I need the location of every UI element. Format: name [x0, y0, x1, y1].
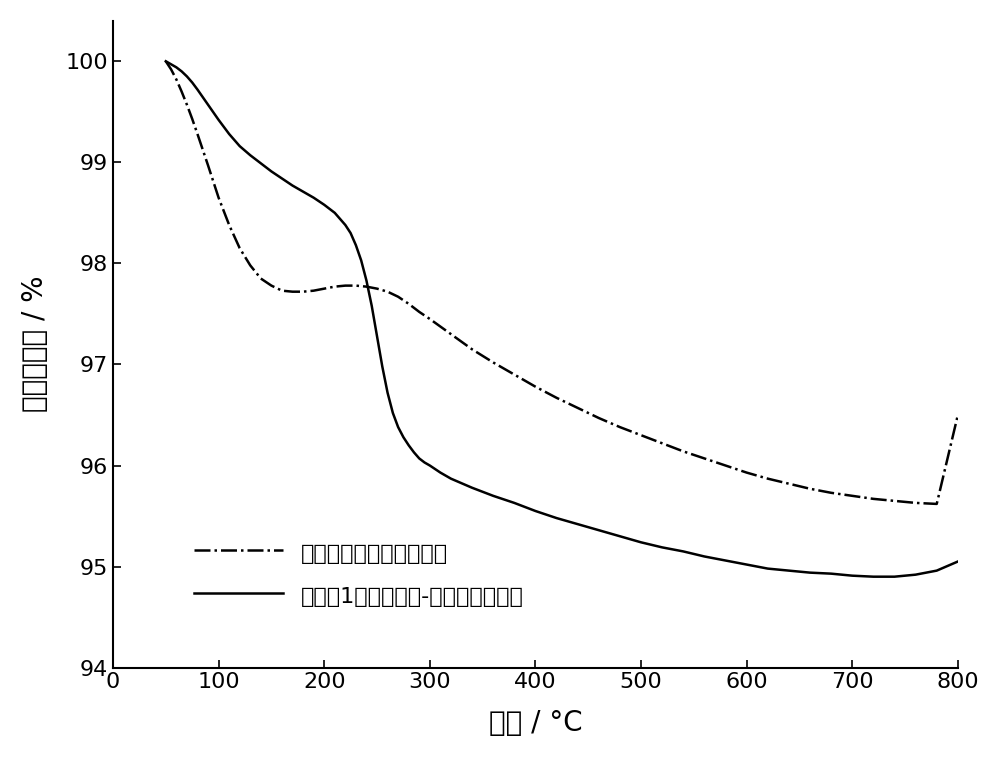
- Line: 实施例1所制备有机-无机杂化催化剂: 实施例1所制备有机-无机杂化催化剂: [166, 61, 958, 577]
- 二氧化钛负载的钌催化剂: [445, 330, 457, 339]
- 二氧化钛负载的钌催化剂: [160, 57, 172, 66]
- X-axis label: 温度 / °C: 温度 / °C: [489, 709, 582, 738]
- 二氧化钛负载的钌催化剂: [593, 413, 605, 422]
- Line: 二氧化钛负载的钌催化剂: 二氧化钛负载的钌催化剂: [166, 61, 958, 504]
- 二氧化钛负载的钌催化剂: [339, 281, 351, 290]
- 二氧化钛负载的钌催化剂: [931, 500, 943, 509]
- 实施例1所制备有机-无机杂化催化剂: [397, 433, 409, 442]
- 二氧化钛负载的钌催化剂: [952, 410, 964, 419]
- 实施例1所制备有机-无机杂化催化剂: [308, 193, 320, 202]
- 实施例1所制备有机-无机杂化催化剂: [952, 557, 964, 566]
- Legend: 二氧化钛负载的钌催化剂, 实施例1所制备有机-无机杂化催化剂: 二氧化钛负载的钌催化剂, 实施例1所制备有机-无机杂化催化剂: [183, 530, 535, 618]
- 实施例1所制备有机-无机杂化催化剂: [160, 57, 172, 66]
- 二氧化钛负载的钌催化剂: [487, 358, 499, 367]
- 二氧化钛负载的钌催化剂: [508, 370, 520, 379]
- 实施例1所制备有机-无机杂化催化剂: [387, 409, 399, 418]
- 二氧化钛负载的钌催化剂: [223, 221, 235, 230]
- 实施例1所制备有机-无机杂化催化剂: [867, 572, 879, 581]
- 实施例1所制备有机-无机杂化催化剂: [931, 566, 943, 575]
- Y-axis label: 重量百分数 / %: 重量百分数 / %: [21, 276, 49, 412]
- 实施例1所制备有机-无机杂化催化剂: [551, 513, 563, 522]
- 实施例1所制备有机-无机杂化催化剂: [329, 208, 341, 218]
